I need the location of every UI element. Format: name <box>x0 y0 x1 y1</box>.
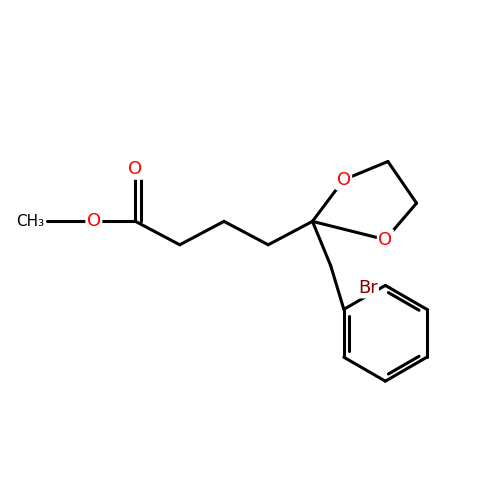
Text: Br: Br <box>358 279 378 297</box>
Text: CH₃: CH₃ <box>16 214 44 229</box>
Text: O: O <box>378 230 392 248</box>
Text: O: O <box>87 212 101 230</box>
Text: O: O <box>336 170 350 188</box>
Text: O: O <box>128 160 142 178</box>
